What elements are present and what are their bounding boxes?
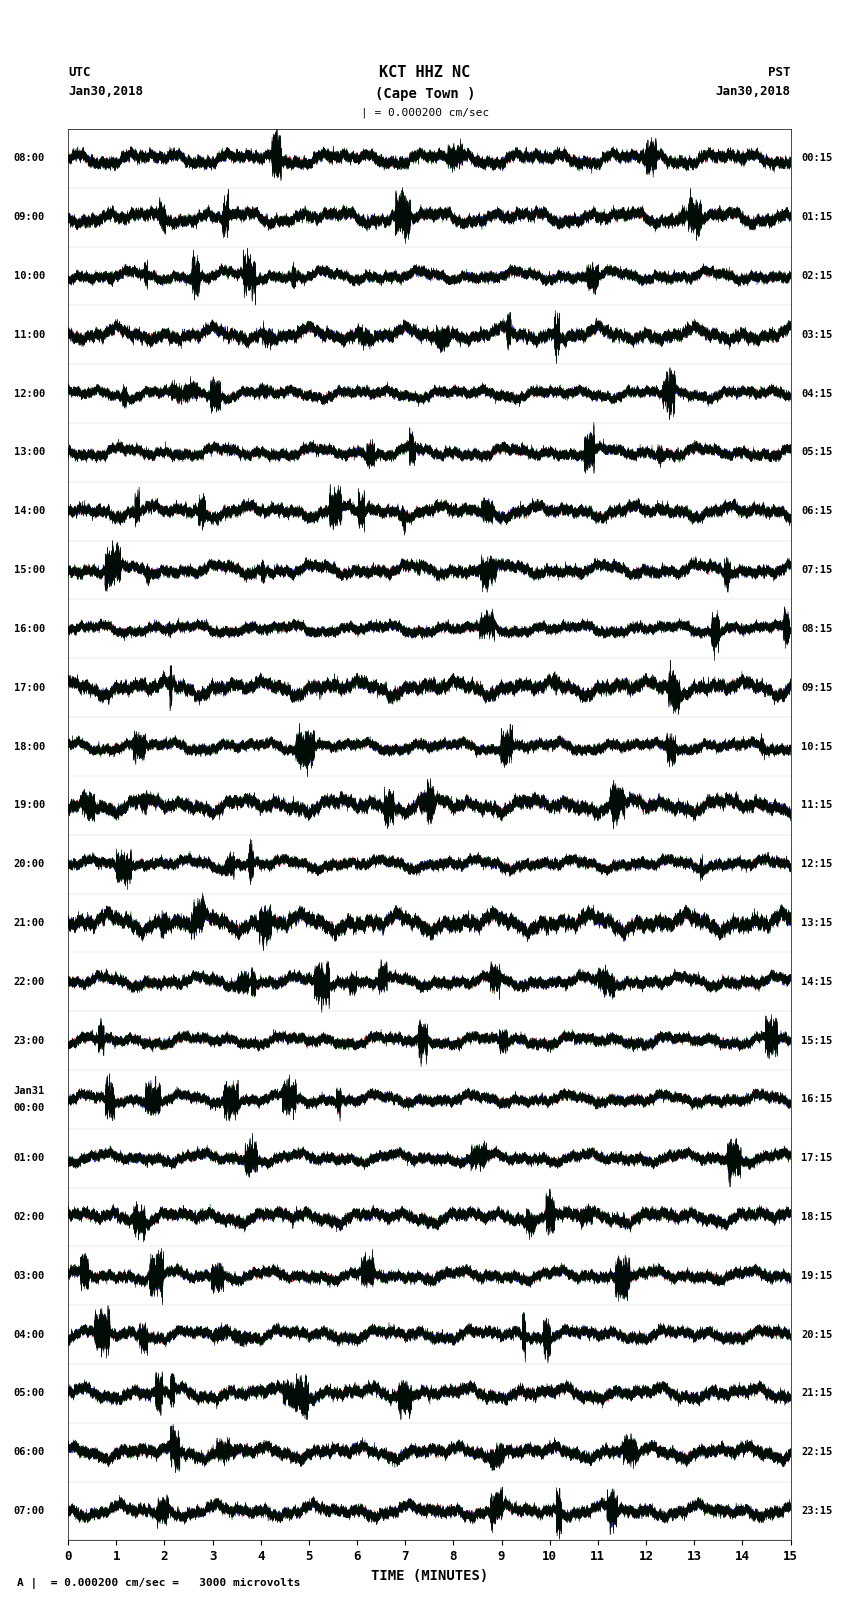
Text: 13:00: 13:00 (14, 447, 45, 458)
Text: 09:00: 09:00 (14, 213, 45, 223)
Text: 07:15: 07:15 (802, 565, 833, 576)
Text: 10:00: 10:00 (14, 271, 45, 281)
Text: 15:00: 15:00 (14, 565, 45, 576)
Text: 16:15: 16:15 (802, 1094, 833, 1105)
Text: 07:00: 07:00 (14, 1507, 45, 1516)
Text: 14:15: 14:15 (802, 977, 833, 987)
Text: 05:00: 05:00 (14, 1389, 45, 1398)
Text: 19:15: 19:15 (802, 1271, 833, 1281)
Text: (Cape Town ): (Cape Town ) (375, 87, 475, 100)
Text: 01:00: 01:00 (14, 1153, 45, 1163)
Text: 00:15: 00:15 (802, 153, 833, 163)
Text: 23:15: 23:15 (802, 1507, 833, 1516)
Text: 22:00: 22:00 (14, 977, 45, 987)
Text: 02:15: 02:15 (802, 271, 833, 281)
Text: 02:00: 02:00 (14, 1211, 45, 1223)
Text: PST: PST (768, 66, 790, 79)
Text: 21:00: 21:00 (14, 918, 45, 927)
Text: 19:00: 19:00 (14, 800, 45, 810)
Text: Jan30,2018: Jan30,2018 (68, 85, 143, 98)
Text: 03:15: 03:15 (802, 331, 833, 340)
Text: 00:00: 00:00 (14, 1103, 45, 1113)
Text: | = 0.000200 cm/sec: | = 0.000200 cm/sec (361, 108, 489, 118)
Text: 14:00: 14:00 (14, 506, 45, 516)
Text: 06:15: 06:15 (802, 506, 833, 516)
X-axis label: TIME (MINUTES): TIME (MINUTES) (371, 1569, 488, 1582)
Text: 05:15: 05:15 (802, 447, 833, 458)
Text: A |  = 0.000200 cm/sec =   3000 microvolts: A | = 0.000200 cm/sec = 3000 microvolts (17, 1579, 301, 1589)
Text: 04:15: 04:15 (802, 389, 833, 398)
Text: 09:15: 09:15 (802, 682, 833, 692)
Text: 18:00: 18:00 (14, 742, 45, 752)
Text: 15:15: 15:15 (802, 1036, 833, 1045)
Text: 21:15: 21:15 (802, 1389, 833, 1398)
Text: 01:15: 01:15 (802, 213, 833, 223)
Text: 12:15: 12:15 (802, 860, 833, 869)
Text: 13:15: 13:15 (802, 918, 833, 927)
Text: 16:00: 16:00 (14, 624, 45, 634)
Text: UTC: UTC (68, 66, 90, 79)
Text: 04:00: 04:00 (14, 1329, 45, 1339)
Text: 12:00: 12:00 (14, 389, 45, 398)
Text: KCT HHZ NC: KCT HHZ NC (379, 65, 471, 81)
Text: 11:15: 11:15 (802, 800, 833, 810)
Text: 20:00: 20:00 (14, 860, 45, 869)
Text: 17:15: 17:15 (802, 1153, 833, 1163)
Text: 22:15: 22:15 (802, 1447, 833, 1457)
Text: 08:15: 08:15 (802, 624, 833, 634)
Text: Jan31: Jan31 (14, 1086, 45, 1095)
Text: 11:00: 11:00 (14, 331, 45, 340)
Text: 06:00: 06:00 (14, 1447, 45, 1457)
Text: 17:00: 17:00 (14, 682, 45, 692)
Text: 03:00: 03:00 (14, 1271, 45, 1281)
Text: Jan30,2018: Jan30,2018 (716, 85, 790, 98)
Text: 23:00: 23:00 (14, 1036, 45, 1045)
Text: 10:15: 10:15 (802, 742, 833, 752)
Text: 08:00: 08:00 (14, 153, 45, 163)
Text: 20:15: 20:15 (802, 1329, 833, 1339)
Text: 18:15: 18:15 (802, 1211, 833, 1223)
